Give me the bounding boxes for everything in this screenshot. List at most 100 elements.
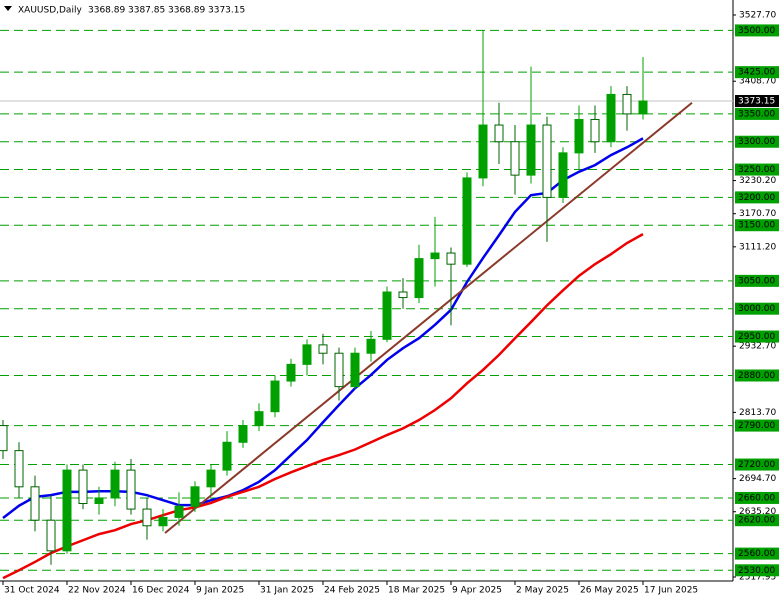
candle-body	[350, 352, 360, 388]
level-label-box	[735, 302, 779, 315]
level-label-box	[735, 514, 779, 527]
candle-body	[302, 344, 312, 365]
x-tick-label: 17 Jun 2025	[644, 586, 698, 596]
trendline	[164, 101, 693, 534]
candle-body	[446, 252, 456, 265]
candle-body	[190, 486, 200, 507]
level-label-box	[735, 24, 779, 37]
candle-body	[622, 93, 632, 115]
y-tick-label: 3230.20	[739, 176, 776, 186]
candle-body	[0, 425, 8, 452]
level-label-box	[735, 419, 779, 432]
header-low: 3368.89	[168, 6, 205, 16]
y-tick-label: 2517.95	[739, 573, 776, 583]
x-tick-label: 18 Mar 2025	[388, 586, 445, 596]
candle-body	[206, 469, 216, 488]
candle-body	[14, 450, 24, 488]
x-tick-label: 22 Nov 2024	[68, 586, 126, 596]
level-label-box	[735, 564, 779, 577]
candle-body	[254, 411, 264, 427]
candle-body	[606, 93, 616, 143]
x-tick-label: 2 May 2025	[516, 586, 569, 596]
candle-body	[142, 508, 152, 527]
candle-body	[638, 100, 648, 115]
candle-body	[430, 252, 440, 260]
current-price-box	[735, 95, 779, 108]
level-label: 2720.00	[738, 460, 775, 470]
x-tick-label: 31 Oct 2024	[4, 586, 60, 596]
level-label-box	[735, 163, 779, 176]
candle-body	[158, 516, 168, 527]
level-label-box	[735, 491, 779, 504]
level-label: 3250.00	[738, 165, 775, 175]
candle-body	[414, 258, 424, 299]
level-label: 3050.00	[738, 276, 775, 286]
level-label-box	[735, 66, 779, 79]
x-tick-label: 26 May 2025	[580, 586, 639, 596]
candle-body	[510, 141, 520, 176]
candle-body	[462, 177, 472, 265]
level-label-box	[735, 107, 779, 120]
candle-body	[398, 291, 408, 299]
candle-body	[494, 124, 504, 143]
level-label: 2790.00	[738, 421, 775, 431]
level-label: 3200.00	[738, 193, 775, 203]
candle-body	[238, 425, 248, 443]
moving-average	[2, 233, 644, 580]
level-label-box	[735, 219, 779, 232]
x-tick-label: 24 Feb 2025	[324, 586, 380, 596]
level-label-box	[735, 135, 779, 148]
level-label: 2530.00	[738, 566, 775, 576]
level-label: 3300.00	[738, 137, 775, 147]
y-tick-label: 2694.70	[739, 474, 776, 484]
candle-body	[78, 469, 88, 505]
level-label: 3350.00	[738, 109, 775, 119]
level-label: 2950.00	[738, 332, 775, 342]
level-label: 3150.00	[738, 221, 775, 231]
symbol: XAUUSD,Daily	[18, 6, 82, 16]
candle-body	[318, 344, 328, 354]
y-tick-label: 3170.70	[739, 209, 776, 219]
candle-body	[590, 118, 600, 143]
candle-body	[222, 441, 232, 471]
candle-body	[542, 124, 552, 198]
y-tick-label: 2932.70	[739, 342, 776, 352]
y-tick-label: 3408.70	[739, 77, 776, 87]
level-label-box	[735, 458, 779, 471]
header-icon	[4, 6, 12, 11]
y-tick-label: 2813.70	[739, 408, 776, 418]
candle-body	[270, 380, 280, 413]
y-tick-label: 3527.70	[739, 11, 776, 21]
current-price-label: 3373.15	[738, 97, 775, 107]
candle-body	[94, 497, 104, 505]
level-label-box	[735, 369, 779, 382]
moving-average	[2, 137, 644, 519]
level-label-box	[735, 547, 779, 560]
header-close: 3373.15	[208, 6, 245, 16]
y-tick-label: 3111.20	[739, 242, 776, 252]
candle-body	[286, 363, 296, 382]
x-tick-label: 9 Jan 2025	[196, 586, 244, 596]
candle-body	[62, 469, 72, 552]
level-label: 2620.00	[738, 516, 775, 526]
level-label: 3500.00	[738, 26, 775, 36]
candle-body	[382, 291, 392, 340]
level-label: 2560.00	[738, 549, 775, 559]
level-label: 3425.00	[738, 68, 775, 78]
level-label: 2660.00	[738, 493, 775, 503]
level-label-box	[735, 330, 779, 343]
candle-body	[574, 118, 584, 154]
candle-body	[478, 124, 488, 179]
candle-body	[46, 519, 56, 552]
level-label: 2880.00	[738, 371, 775, 381]
x-tick-label: 31 Jan 2025	[260, 586, 314, 596]
candle-body	[366, 338, 376, 354]
x-tick-label: 16 Dec 2024	[132, 586, 190, 596]
candle-body	[174, 505, 184, 518]
candle-body	[30, 486, 40, 521]
header-high: 3387.85	[128, 6, 165, 16]
candle-body	[334, 352, 344, 388]
candle-body	[558, 152, 568, 198]
y-tick-label: 2635.20	[739, 507, 776, 517]
